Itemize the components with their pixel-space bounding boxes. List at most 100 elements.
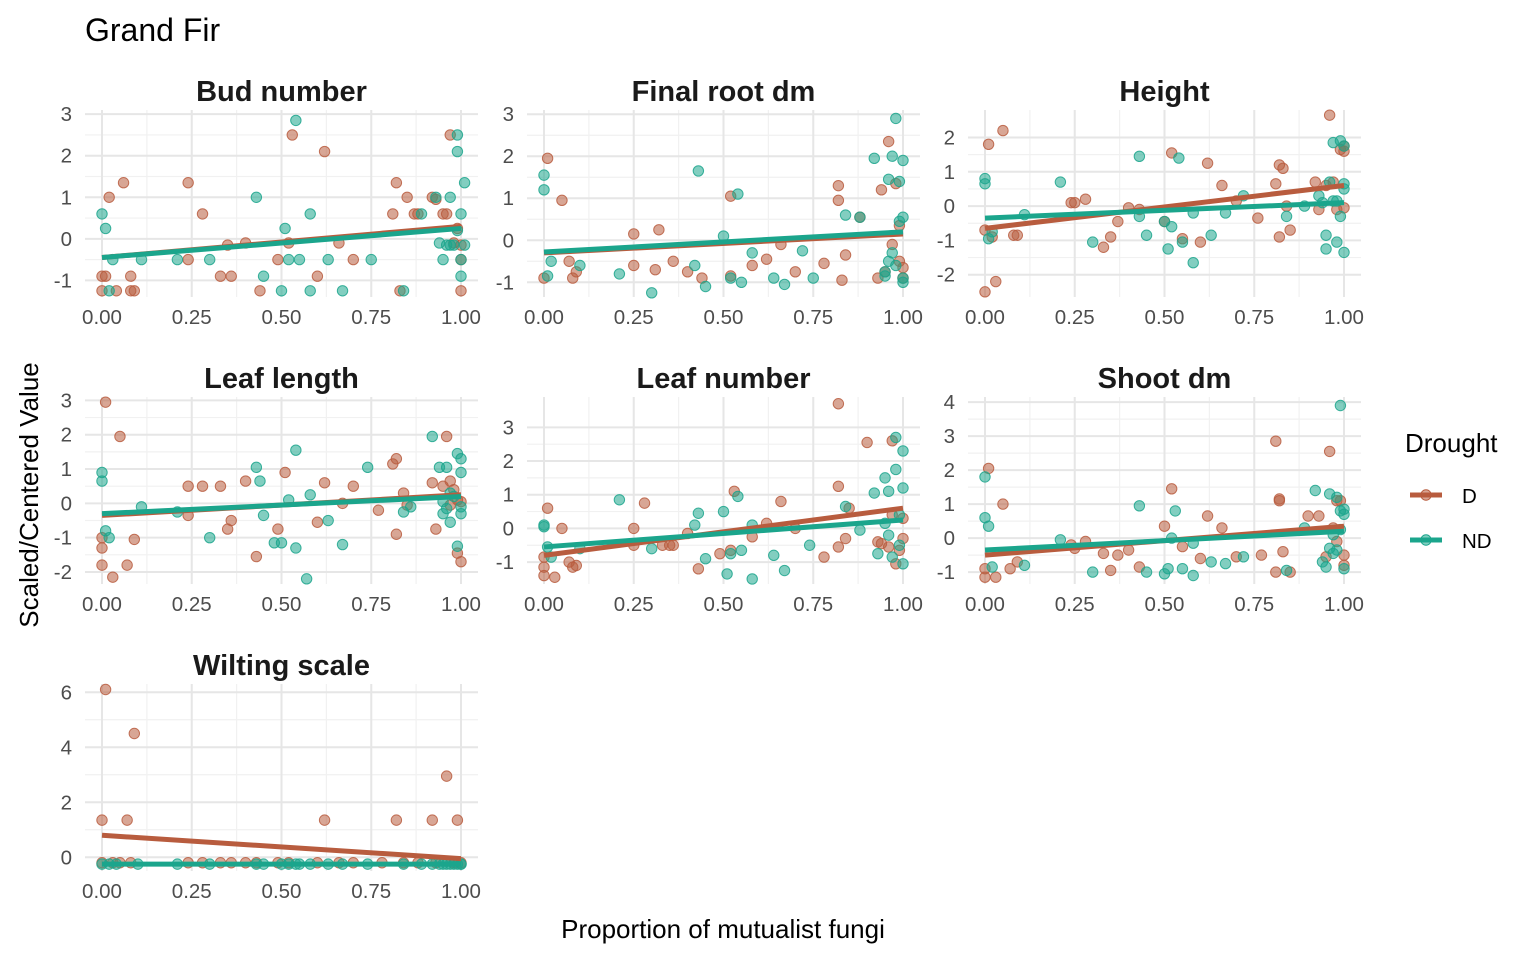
fit-line-nd: [101, 225, 462, 261]
data-point-nd: [458, 177, 471, 189]
data-point-d: [1302, 510, 1314, 522]
data-point-d: [225, 270, 237, 282]
x-tick-label: 1.00: [1324, 306, 1364, 329]
data-point-nd: [1338, 246, 1350, 259]
data-point-d: [541, 152, 554, 165]
data-point-nd: [1237, 551, 1250, 563]
data-point-d: [1104, 231, 1117, 243]
data-point-nd: [1334, 210, 1347, 223]
x-tick-label: 1.00: [441, 880, 481, 903]
data-point-d: [347, 480, 359, 492]
data-point-nd: [336, 285, 349, 297]
data-point-d: [390, 453, 403, 465]
data-point-d: [96, 542, 108, 554]
data-point-d: [667, 255, 679, 267]
data-point-nd: [735, 544, 748, 557]
data-point-d: [538, 569, 550, 582]
y-tick-label: 4: [944, 391, 955, 414]
data-point-nd: [322, 514, 334, 527]
y-tick-label: 1: [944, 493, 955, 516]
y-tick-label: 2: [503, 450, 514, 473]
fit-line-nd: [101, 494, 462, 517]
data-point-d: [318, 145, 331, 158]
data-point-nd: [1338, 508, 1350, 520]
data-point-nd: [886, 551, 898, 563]
data-point-d: [96, 559, 108, 571]
x-tick-label: 1.00: [883, 306, 923, 329]
x-tick-label: 1.00: [441, 306, 481, 329]
y-tick-label: 3: [61, 103, 72, 126]
data-point-nd: [455, 208, 467, 220]
y-tick-label: 1: [61, 458, 72, 481]
data-point-d: [1284, 224, 1296, 236]
data-point-nd: [882, 173, 895, 186]
x-tick-label: 0.00: [965, 593, 1005, 616]
x-tick-label: 0.00: [524, 306, 564, 329]
panel-bud-number: Bud number -1 0 1 2 3 0.00 0.25 0.50 0.75 1.00: [54, 76, 481, 329]
data-point-d: [746, 259, 758, 272]
panel-leaf-length: Leaf length -2 -1 0 1 2 3 0.00 0.25 0.50 0.75 1.00: [54, 363, 481, 616]
data-point-nd: [1162, 563, 1174, 575]
legend: Drought D ND: [1405, 428, 1498, 553]
x-tick-label: 0.75: [351, 880, 391, 903]
data-point-nd: [103, 531, 115, 544]
data-point-d: [426, 814, 438, 826]
data-point-d: [649, 263, 661, 276]
data-point-nd: [171, 253, 184, 266]
data-point-d: [128, 727, 141, 740]
x-tick-label: 0.00: [965, 306, 1005, 329]
data-point-nd: [1087, 236, 1099, 248]
data-point-d: [1313, 510, 1325, 522]
data-point-nd: [986, 561, 998, 573]
data-point-nd: [300, 573, 313, 585]
x-tick-label: 0.25: [614, 593, 654, 616]
data-point-d: [318, 477, 331, 489]
data-point-d: [714, 547, 726, 560]
x-tick-label: 0.75: [1234, 593, 1274, 616]
data-point-d: [311, 516, 324, 528]
data-point-nd: [545, 255, 557, 267]
data-point-nd: [893, 539, 906, 551]
data-point-nd: [250, 191, 263, 203]
data-point-nd: [868, 487, 880, 499]
data-point-d: [1176, 540, 1189, 553]
data-point-nd: [322, 253, 334, 266]
y-tick-label: 3: [503, 416, 514, 439]
data-point-nd: [897, 276, 909, 288]
data-point-nd: [803, 539, 816, 551]
y-tick-label: -2: [54, 561, 72, 584]
x-tick-label: 0.25: [172, 593, 212, 616]
data-point-d: [541, 502, 554, 514]
data-point-d: [121, 814, 133, 826]
data-point-nd: [882, 255, 895, 267]
x-tick-label: 0.75: [351, 306, 391, 329]
data-point-d: [347, 253, 359, 266]
data-point-d: [286, 129, 298, 141]
data-point-d: [1273, 231, 1286, 243]
data-point-nd: [897, 445, 909, 457]
data-point-d: [1104, 564, 1117, 577]
data-point-nd: [868, 152, 880, 165]
data-point-d: [556, 522, 568, 535]
data-point-d: [1011, 229, 1024, 241]
data-point-d: [775, 495, 787, 508]
data-point-d: [549, 571, 561, 583]
data-point-d: [990, 275, 1002, 288]
panel-leaf-number: Leaf number -1 0 1 2 3 0.00 0.25 0.50 0.75 1.00: [496, 363, 923, 616]
data-point-nd: [282, 253, 295, 266]
data-point-nd: [96, 208, 108, 220]
data-point-d: [832, 194, 845, 207]
data-point-nd: [444, 516, 456, 528]
x-tick-label: 0.75: [1234, 306, 1274, 329]
data-point-nd: [293, 253, 306, 266]
data-point-nd: [103, 285, 115, 297]
data-point-nd: [1169, 505, 1181, 517]
data-point-nd: [538, 519, 550, 531]
data-point-nd: [1140, 229, 1153, 241]
data-point-nd: [1205, 229, 1217, 241]
panel-title-leaf-length: Leaf length: [204, 363, 359, 395]
data-point-nd: [979, 471, 991, 483]
data-point-d: [982, 138, 995, 151]
data-point-d: [861, 436, 873, 449]
legend-label-nd: ND: [1462, 530, 1492, 553]
